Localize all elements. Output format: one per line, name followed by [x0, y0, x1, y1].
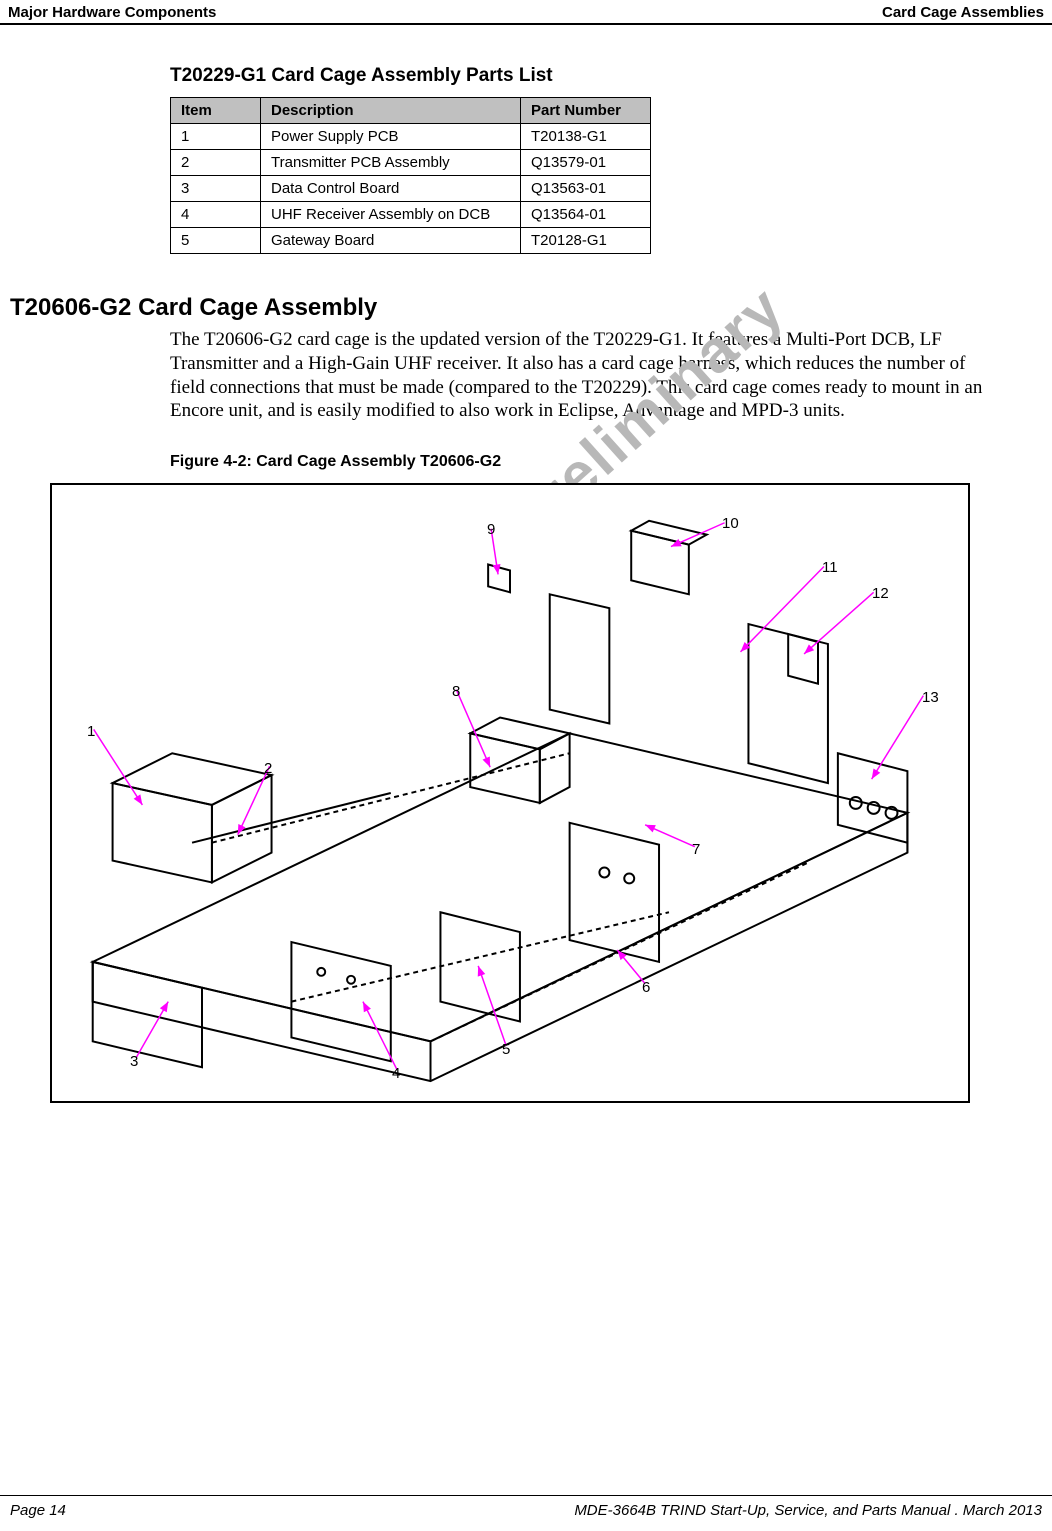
callout-number: 2 [264, 760, 272, 777]
table-header-row: Item Description Part Number [171, 98, 651, 124]
table-cell: 2 [171, 150, 261, 176]
diagram-container: 12345678910111213 [50, 483, 970, 1103]
page-content: T20229-G1 Card Cage Assembly Parts List … [0, 25, 1052, 1103]
table-row: 2Transmitter PCB AssemblyQ13579-01 [171, 150, 651, 176]
table-row: 5Gateway BoardT20128-G1 [171, 228, 651, 254]
col-description: Description [261, 98, 521, 124]
section-body: The T20606-G2 card cage is the updated v… [170, 328, 992, 423]
callout-number: 4 [392, 1065, 400, 1082]
footer-page: Page 14 [10, 1502, 66, 1519]
callout-number: 3 [130, 1053, 138, 1070]
col-part-number: Part Number [521, 98, 651, 124]
page-header: Major Hardware Components Card Cage Asse… [0, 0, 1052, 25]
callout-number: 13 [922, 689, 939, 706]
table-cell: Gateway Board [261, 228, 521, 254]
table-cell: 1 [171, 124, 261, 150]
callout-number: 7 [692, 841, 700, 858]
callout-number: 5 [502, 1041, 510, 1058]
page-footer: Page 14 MDE-3664B TRIND Start-Up, Servic… [0, 1495, 1052, 1519]
section-heading: T20606-G2 Card Cage Assembly [10, 294, 992, 322]
col-item: Item [171, 98, 261, 124]
table-cell: 4 [171, 202, 261, 228]
callout-number: 6 [642, 979, 650, 996]
table-cell: Q13579-01 [521, 150, 651, 176]
table-row: 1Power Supply PCBT20138-G1 [171, 124, 651, 150]
table-cell: UHF Receiver Assembly on DCB [261, 202, 521, 228]
header-right: Card Cage Assemblies [882, 4, 1044, 21]
table-row: 3Data Control BoardQ13563-01 [171, 176, 651, 202]
figure-caption: Figure 4-2: Card Cage Assembly T20606-G2 [170, 453, 992, 471]
table-row: 4UHF Receiver Assembly on DCBQ13564-01 [171, 202, 651, 228]
header-left: Major Hardware Components [8, 4, 216, 21]
table-cell: Power Supply PCB [261, 124, 521, 150]
callout-number: 9 [487, 521, 495, 538]
table-cell: Q13564-01 [521, 202, 651, 228]
table-cell: T20138-G1 [521, 124, 651, 150]
callout-number: 12 [872, 585, 889, 602]
table-cell: 3 [171, 176, 261, 202]
callout-number: 1 [87, 723, 95, 740]
parts-list-table: Item Description Part Number 1Power Supp… [170, 97, 651, 254]
diagram-svg [52, 485, 968, 1101]
table-cell: Data Control Board [261, 176, 521, 202]
parts-list-title: T20229-G1 Card Cage Assembly Parts List [170, 65, 992, 87]
table-cell: 5 [171, 228, 261, 254]
table-cell: Q13563-01 [521, 176, 651, 202]
callout-number: 10 [722, 515, 739, 532]
footer-doc: MDE-3664B TRIND Start-Up, Service, and P… [574, 1502, 1042, 1519]
table-cell: T20128-G1 [521, 228, 651, 254]
table-cell: Transmitter PCB Assembly [261, 150, 521, 176]
callout-number: 8 [452, 683, 460, 700]
callout-number: 11 [822, 559, 838, 576]
